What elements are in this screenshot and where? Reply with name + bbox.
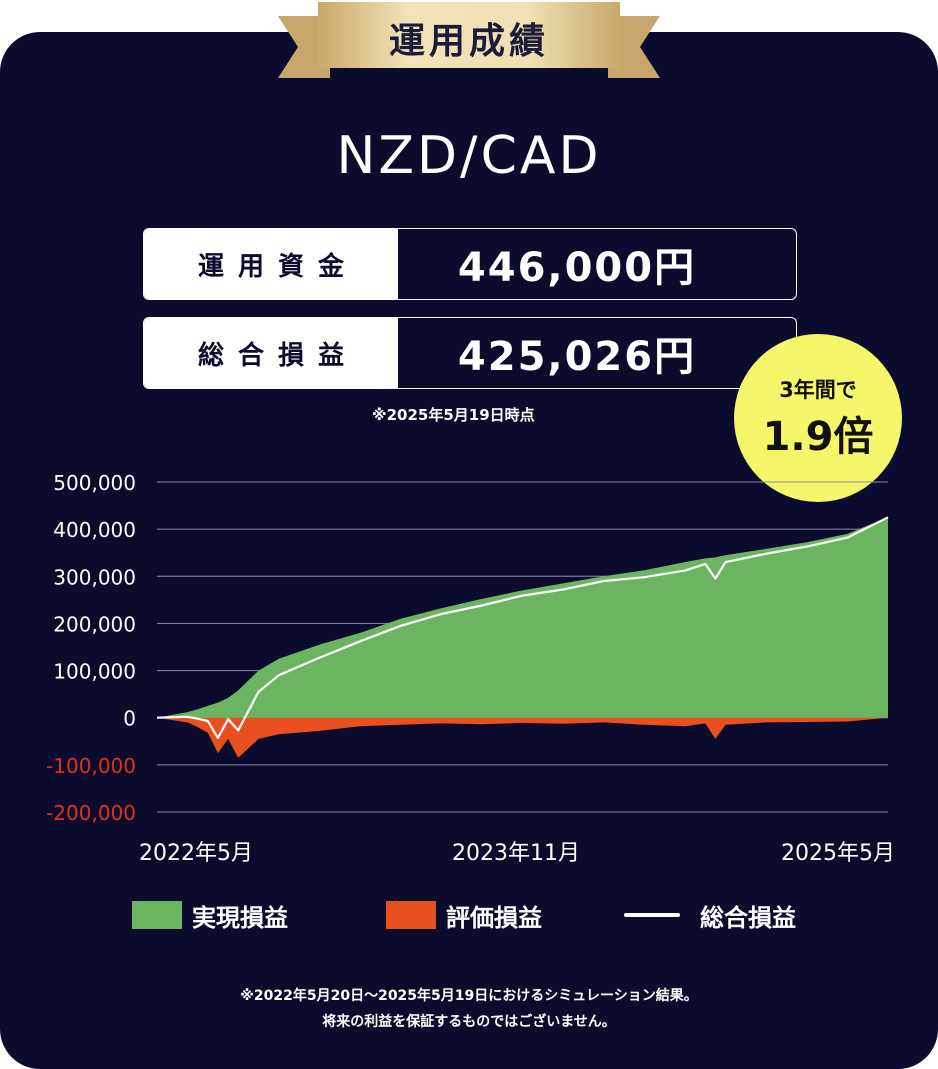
unrealized-area bbox=[157, 717, 888, 758]
legend-unrealized-label: 評価損益 bbox=[446, 903, 542, 932]
total-line bbox=[156, 516, 889, 740]
y-tick-label: 100,000 bbox=[53, 660, 136, 684]
total-pl-value: 425,026円 bbox=[457, 334, 697, 380]
badge-multiple: 1.9倍 bbox=[762, 414, 874, 460]
legend-realized-label: 実現損益 bbox=[192, 903, 288, 932]
legend-total-label: 総合損益 bbox=[700, 903, 796, 932]
currency-pair: NZD/CAD bbox=[336, 126, 602, 186]
legend-realized: 実現損益 bbox=[132, 898, 288, 932]
x-tick-label: 2022年5月 bbox=[139, 841, 253, 866]
capital-label: 運用資金 bbox=[144, 229, 398, 299]
ribbon-title: 運用成績 bbox=[388, 21, 549, 62]
legend-total: 総合損益 bbox=[624, 898, 796, 932]
growth-badge: 3年間で 1.9倍 bbox=[734, 334, 902, 502]
capital-value: 446,000円 bbox=[457, 245, 697, 291]
y-tick-label: 200,000 bbox=[53, 612, 136, 636]
pl-chart: 500,000 400,000 300,000 200,000 100,000 0 -100… bbox=[46, 471, 895, 866]
footnote-line-2: 将来の利益を保証するものではございません。 bbox=[322, 1014, 616, 1030]
total-line-swatch bbox=[624, 913, 680, 917]
title-ribbon bbox=[278, 2, 660, 78]
total-pl-label: 総合損益 bbox=[144, 318, 398, 388]
unrealized-swatch bbox=[386, 901, 436, 929]
x-tick-label: 2025年5月 bbox=[781, 841, 895, 866]
x-tick-label: 2023年11月 bbox=[452, 841, 580, 866]
legend-unrealized: 評価損益 bbox=[386, 898, 542, 932]
y-tick-label: 400,000 bbox=[53, 518, 136, 542]
y-tick-label: 0 bbox=[123, 707, 136, 731]
y-tick-label: 500,000 bbox=[53, 471, 136, 495]
y-tick-label: -200,000 bbox=[46, 801, 136, 825]
y-tick-label: 300,000 bbox=[53, 565, 136, 589]
y-tick-label: -100,000 bbox=[46, 754, 136, 778]
capital-row: 運用資金 446,000円 bbox=[143, 228, 797, 300]
realized-swatch bbox=[132, 901, 182, 929]
footnote-line-1: ※2022年5月20日～2025年5月19日におけるシミュレーション結果。 bbox=[240, 988, 698, 1004]
realized-area bbox=[157, 517, 888, 718]
as-of-note: ※2025年5月19日時点 bbox=[372, 406, 535, 424]
badge-period: 3年間で bbox=[779, 378, 857, 402]
total-pl-row: 総合損益 425,026円 bbox=[143, 317, 797, 389]
